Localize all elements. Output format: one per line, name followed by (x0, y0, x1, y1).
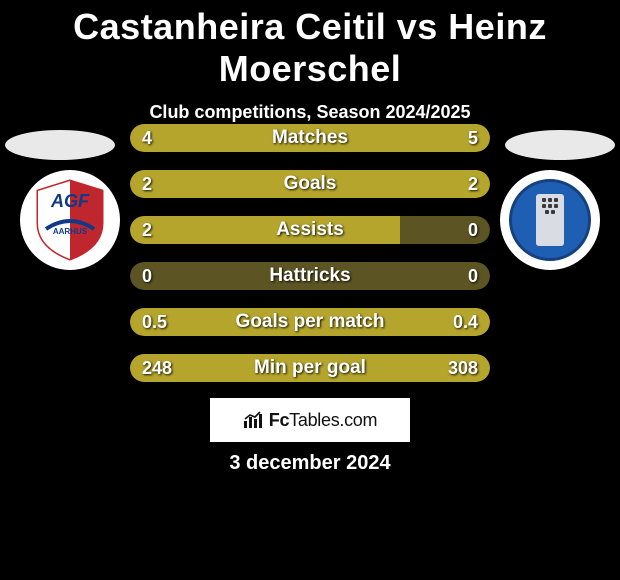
date-line: 3 december 2024 (0, 452, 620, 475)
stats-rows: 45Matches22Goals20Assists00Hattricks0.50… (130, 124, 490, 400)
svg-text:AARHUS: AARHUS (53, 227, 88, 236)
stat-row: 45Matches (130, 124, 490, 152)
stat-value-left: 2 (130, 216, 164, 244)
brand-text-rest: Tables.com (289, 410, 377, 430)
shadow-ellipse-left (5, 130, 115, 160)
stat-row: 248308Min per goal (130, 354, 490, 382)
stat-value-right: 2 (456, 170, 490, 198)
stat-row: 00Hattricks (130, 262, 490, 290)
brand-box: FcTables.com (210, 398, 410, 442)
brand-text: FcTables.com (269, 410, 377, 431)
stat-row: 22Goals (130, 170, 490, 198)
stat-row: 20Assists (130, 216, 490, 244)
team-badge-left: AGF AARHUS (20, 170, 120, 270)
stat-value-right: 0 (456, 262, 490, 290)
stat-value-left: 248 (130, 354, 184, 382)
stat-value-right: 308 (436, 354, 490, 382)
stat-value-right: 5 (456, 124, 490, 152)
brand-text-strong: Fc (269, 410, 289, 430)
stat-value-left: 4 (130, 124, 164, 152)
page-title: Castanheira Ceitil vs Heinz Moerschel (0, 0, 620, 90)
stat-row: 0.50.4Goals per match (130, 308, 490, 336)
stat-value-left: 2 (130, 170, 164, 198)
stat-value-right: 0.4 (441, 308, 490, 336)
shadow-ellipse-right (505, 130, 615, 160)
stat-row-fill-left (130, 216, 400, 244)
team-badge-right-art (509, 179, 591, 261)
subtitle: Club competitions, Season 2024/2025 (0, 102, 620, 123)
stat-row-track (130, 262, 490, 290)
stat-value-left: 0 (130, 262, 164, 290)
team-badge-left-art: AGF AARHUS (34, 179, 106, 261)
stat-value-left: 0.5 (130, 308, 179, 336)
stat-value-right: 0 (456, 216, 490, 244)
team-badge-right (500, 170, 600, 270)
brand-chart-icon (243, 411, 265, 429)
svg-text:AGF: AGF (50, 191, 90, 211)
